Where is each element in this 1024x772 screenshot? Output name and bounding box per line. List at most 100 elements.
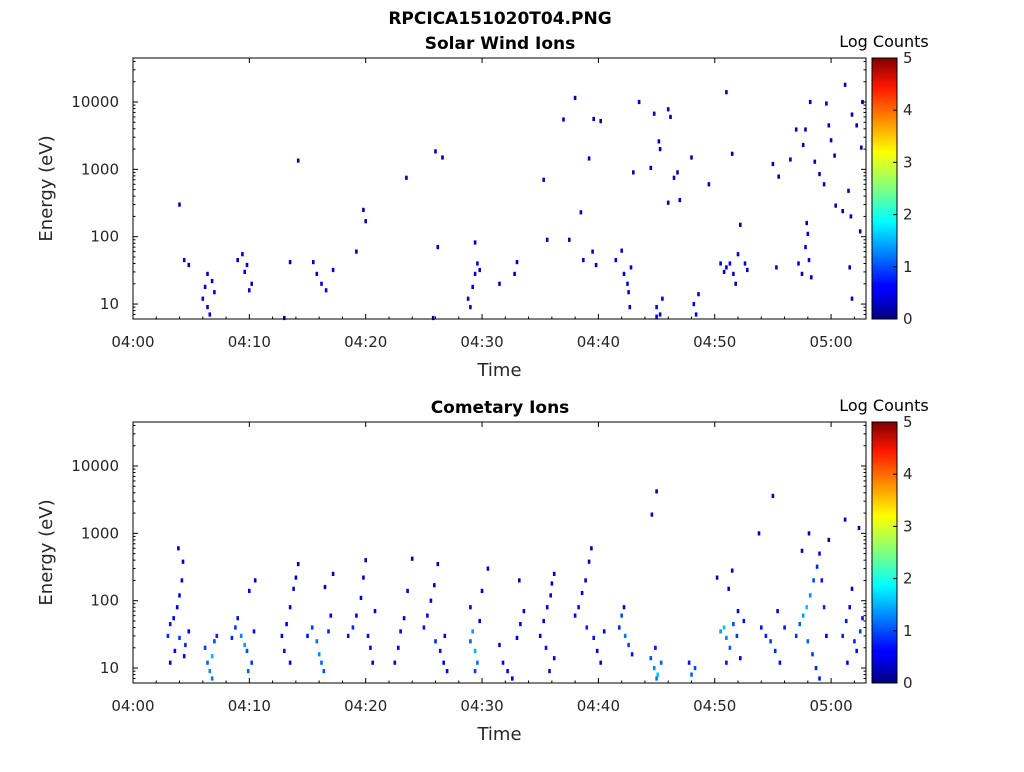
data-cell: [853, 639, 856, 644]
data-cell: [498, 642, 501, 648]
data-cell: [296, 562, 300, 567]
data-cell: [320, 281, 323, 286]
data-cell: [206, 305, 209, 310]
data-cell: [827, 537, 831, 542]
data-cell: [250, 281, 253, 286]
data-cell: [650, 512, 654, 517]
x-tick-label: 05:00: [809, 697, 852, 715]
data-cell: [436, 245, 440, 250]
data-cell: [587, 156, 591, 161]
x-tick-label: 04:50: [693, 697, 736, 715]
panel-title: Cometary Ions: [431, 398, 570, 418]
data-cell: [294, 575, 298, 580]
x-axis-label: Time: [476, 724, 521, 745]
data-cell: [827, 123, 831, 128]
data-cell: [402, 616, 406, 621]
x-tick-label: 04:20: [344, 697, 387, 715]
data-cell: [775, 265, 778, 270]
figure-title: RPCICA151020T04.PNG: [388, 9, 611, 29]
data-cell: [210, 654, 214, 659]
data-cell: [808, 99, 812, 105]
data-cell: [573, 613, 577, 618]
data-cell: [820, 578, 824, 583]
data-cell: [847, 188, 850, 193]
data-cell: [843, 82, 847, 87]
data-cell: [206, 660, 209, 665]
data-cell: [243, 642, 246, 648]
data-cell: [515, 635, 519, 640]
data-cell: [622, 271, 626, 276]
data-cell: [236, 258, 239, 263]
y-tick-label: 100: [90, 592, 119, 610]
data-cell: [822, 605, 826, 610]
data-cell: [331, 571, 335, 576]
data-cell: [626, 281, 629, 286]
x-tick-label: 04:40: [577, 333, 620, 351]
data-cell: [331, 267, 335, 273]
data-cell: [280, 633, 284, 638]
data-cell: [848, 605, 851, 610]
data-cell: [794, 633, 798, 638]
data-cell: [373, 609, 377, 614]
data-cell: [431, 315, 435, 321]
colorbar-tick-label: 2: [903, 206, 913, 224]
colorbar-label: Log Counts: [839, 32, 929, 51]
data-cell: [630, 652, 634, 657]
data-cell: [810, 275, 813, 280]
data-cell: [719, 629, 722, 634]
data-cell: [735, 633, 739, 638]
data-cell: [346, 633, 350, 638]
data-cell: [410, 556, 414, 561]
data-cell: [694, 312, 698, 317]
data-cell: [814, 666, 818, 671]
data-cell: [501, 660, 505, 665]
data-cell: [296, 158, 300, 163]
data-cell: [426, 613, 429, 618]
data-cell: [471, 284, 474, 289]
data-cell: [773, 648, 777, 653]
y-axis-label: Energy (eV): [36, 499, 57, 605]
data-cell: [283, 315, 286, 321]
data-cell: [542, 177, 545, 182]
data-cell: [443, 633, 447, 638]
data-cell: [678, 198, 682, 203]
data-cell: [591, 249, 594, 254]
data-cell: [312, 260, 315, 265]
data-cell: [210, 278, 214, 284]
x-tick-label: 04:00: [111, 333, 154, 351]
data-cell: [327, 629, 330, 634]
y-tick-label: 1000: [81, 160, 119, 178]
data-cell: [552, 571, 556, 576]
data-cell: [315, 271, 319, 276]
data-cell: [180, 578, 184, 583]
data-cell: [746, 267, 749, 273]
data-cell: [592, 635, 595, 640]
data-cell: [476, 660, 479, 665]
data-cell: [478, 618, 481, 624]
y-tick-label: 10: [100, 295, 119, 313]
data-cell: [397, 645, 400, 650]
data-cell: [649, 165, 653, 170]
data-cell: [602, 629, 606, 634]
data-cell: [545, 605, 549, 610]
data-cell: [208, 312, 212, 317]
y-tick-label: 10000: [71, 457, 119, 475]
data-cell: [778, 660, 782, 665]
data-cell: [486, 566, 490, 571]
data-cell: [672, 175, 676, 180]
data-cell: [515, 260, 519, 265]
data-cell: [306, 633, 309, 638]
data-cell: [469, 605, 472, 610]
data-cell: [544, 645, 548, 650]
data-cell: [182, 258, 186, 263]
data-cell: [285, 622, 288, 627]
data-cell: [623, 633, 627, 638]
data-cell: [725, 635, 728, 640]
x-tick-label: 04:20: [344, 333, 387, 351]
data-cell: [850, 112, 854, 117]
data-cell: [628, 305, 632, 310]
data-cell: [580, 590, 584, 596]
data-cell: [655, 489, 658, 494]
data-cell: [632, 170, 635, 175]
data-cell: [629, 265, 633, 270]
